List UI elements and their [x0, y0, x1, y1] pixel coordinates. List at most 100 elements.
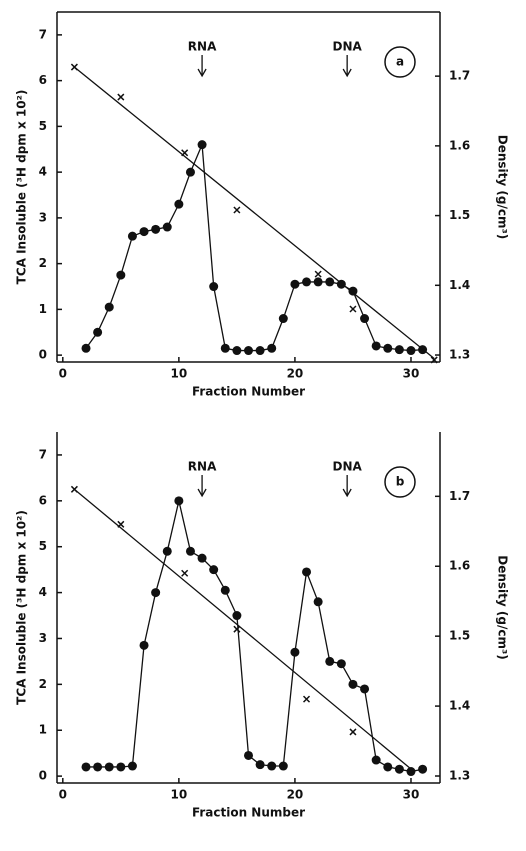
- annotation-arrowhead: [342, 488, 352, 498]
- data-point: [360, 314, 370, 324]
- series-line: [73, 66, 435, 360]
- data-point: [430, 356, 438, 364]
- panel-label-circle: [384, 46, 416, 78]
- data-point: [127, 761, 137, 771]
- y2-tick-label: 1.6: [449, 559, 470, 573]
- data-point: [394, 345, 404, 355]
- y2-tick-label: 1.6: [449, 138, 470, 152]
- panel-label: b: [396, 475, 405, 489]
- data-point: [233, 206, 241, 214]
- data-point: [116, 762, 126, 772]
- data-point: [290, 279, 300, 289]
- data-point: [336, 659, 346, 669]
- x-tick-label: 30: [403, 788, 420, 802]
- data-point: [349, 728, 357, 736]
- x-tick-label: 20: [287, 367, 304, 381]
- series-line: [85, 144, 423, 352]
- data-point: [209, 282, 219, 292]
- data-point: [232, 611, 242, 621]
- annotation: RNA: [188, 40, 217, 54]
- data-point: [255, 346, 265, 356]
- y-tick-label: 7: [39, 447, 47, 461]
- data-point: [233, 625, 241, 633]
- x-axis-label: Fraction Number: [192, 806, 305, 820]
- y2-tick-label: 1.4: [449, 699, 470, 713]
- data-point: [325, 656, 335, 666]
- y2-tick-label: 1.5: [449, 208, 470, 222]
- panel-label: a: [396, 55, 404, 69]
- data-point: [406, 767, 416, 777]
- y-tick-label: 3: [39, 631, 47, 645]
- data-point: [302, 277, 312, 287]
- data-point: [313, 597, 323, 607]
- data-point: [220, 585, 230, 595]
- y-axis-label: TCA Insoluble (³H dpm x 10²): [15, 90, 29, 285]
- data-point: [185, 546, 195, 556]
- y-tick-label: 7: [39, 27, 47, 41]
- data-point: [302, 567, 312, 577]
- y-tick-label: 5: [39, 539, 47, 553]
- y-tick-label: 2: [39, 677, 47, 691]
- data-point: [185, 167, 195, 177]
- data-point: [244, 346, 253, 356]
- series-line: [73, 488, 412, 770]
- y-tick-label: 0: [39, 348, 47, 362]
- data-point: [197, 553, 207, 563]
- annotation-arrowhead: [197, 68, 207, 78]
- y-tick-label: 2: [39, 256, 47, 270]
- data-point: [302, 695, 311, 703]
- data-point: [360, 684, 370, 694]
- data-point: [278, 761, 288, 771]
- data-point: [348, 286, 358, 296]
- annotation-arrowhead: [197, 488, 207, 498]
- data-point: [255, 760, 265, 770]
- data-point: [197, 140, 207, 150]
- data-point: [104, 762, 114, 772]
- data-point: [394, 764, 404, 774]
- data-point: [174, 496, 184, 506]
- y2-tick-label: 1.5: [449, 629, 470, 643]
- y-tick-label: 3: [39, 210, 47, 224]
- x-tick-label: 30: [403, 367, 420, 381]
- data-point: [162, 546, 172, 556]
- y-tick-label: 4: [39, 585, 47, 599]
- data-point: [104, 302, 114, 312]
- data-point: [349, 305, 357, 313]
- y-tick-label: 0: [39, 769, 47, 783]
- data-point: [348, 679, 358, 689]
- y2-tick-label: 1.7: [449, 69, 470, 83]
- annotation-arrowhead: [342, 68, 352, 78]
- data-point: [139, 640, 149, 650]
- data-point: [278, 314, 288, 324]
- x-tick-label: 0: [59, 367, 67, 381]
- y2-tick-label: 1.3: [449, 348, 470, 362]
- data-point: [267, 761, 277, 771]
- data-point: [174, 199, 184, 209]
- x-tick-label: 20: [287, 788, 304, 802]
- data-point: [209, 565, 219, 575]
- y-tick-label: 6: [39, 73, 47, 87]
- y2-tick-label: 1.7: [449, 489, 470, 503]
- y-tick-label: 1: [39, 723, 47, 737]
- data-point: [406, 346, 416, 356]
- annotation: DNA: [333, 460, 363, 474]
- data-point: [244, 750, 253, 760]
- annotation: DNA: [333, 40, 363, 54]
- data-point: [267, 343, 277, 353]
- y-tick-label: 1: [39, 302, 47, 316]
- data-point: [290, 647, 300, 657]
- data-point: [127, 231, 137, 241]
- data-point: [383, 762, 393, 772]
- data-point: [383, 343, 393, 353]
- data-point: [139, 227, 149, 237]
- data-point: [418, 764, 428, 774]
- y-axis-label: TCA Insoluble (³H dpm x 10²): [15, 510, 29, 705]
- x-tick-label: 0: [59, 788, 67, 802]
- data-point: [313, 277, 323, 287]
- y-tick-label: 4: [39, 165, 47, 179]
- data-point: [371, 755, 381, 765]
- y-tick-label: 6: [39, 493, 47, 507]
- y-tick-label: 5: [39, 119, 47, 133]
- series-line: [86, 500, 423, 773]
